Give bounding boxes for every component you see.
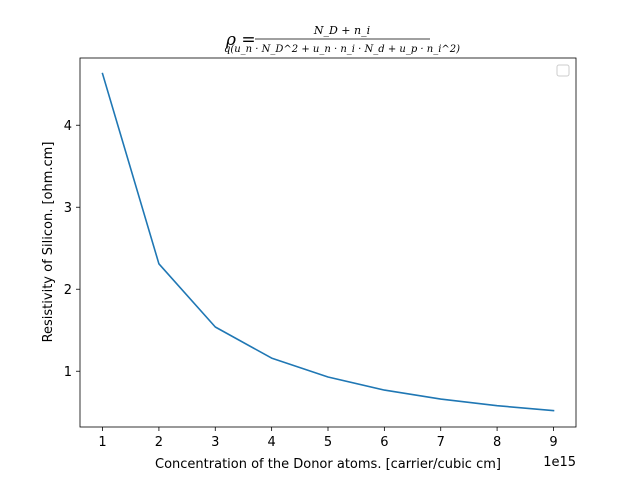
- x-tick-label-8: 8: [493, 435, 501, 450]
- chart-title: ρ = N_D + n_i q(u_n · N_D^2 + u_n · n_i …: [224, 24, 460, 55]
- title-denominator: q(u_n · N_D^2 + u_n · n_i · N_d + u_p · …: [224, 44, 460, 55]
- x-tick-label-1: 1: [98, 435, 106, 450]
- series-layer: [101, 72, 555, 412]
- y-tick-label-2: 2: [64, 283, 72, 298]
- y-axis-label: Resistivity of Silicon. [ohm.cm]: [41, 142, 56, 343]
- y-tick-label-3: 3: [64, 201, 72, 216]
- x-tick-label-4: 4: [267, 435, 275, 450]
- series-line-0: [101, 72, 555, 412]
- y-tick-label-4: 4: [64, 119, 72, 134]
- x-offset-label: 1e15: [543, 455, 576, 470]
- legend-box: [556, 64, 570, 77]
- x-tick-label-2: 2: [155, 435, 163, 450]
- x-tick-label-6: 6: [380, 435, 388, 450]
- y-axis: 1 2 3 4: [64, 119, 80, 380]
- x-tick-label-3: 3: [211, 435, 219, 450]
- title-lhs: ρ =: [225, 30, 256, 50]
- x-axis-label: Concentration of the Donor atoms. [carri…: [155, 457, 501, 472]
- y-tick-label-1: 1: [64, 365, 72, 380]
- x-axis: 1 2 3 4 5 6 7 8 9: [98, 427, 558, 450]
- x-tick-label-7: 7: [437, 435, 445, 450]
- x-tick-label-5: 5: [324, 435, 332, 450]
- title-numerator: N_D + n_i: [313, 24, 370, 37]
- x-tick-label-9: 9: [549, 435, 557, 450]
